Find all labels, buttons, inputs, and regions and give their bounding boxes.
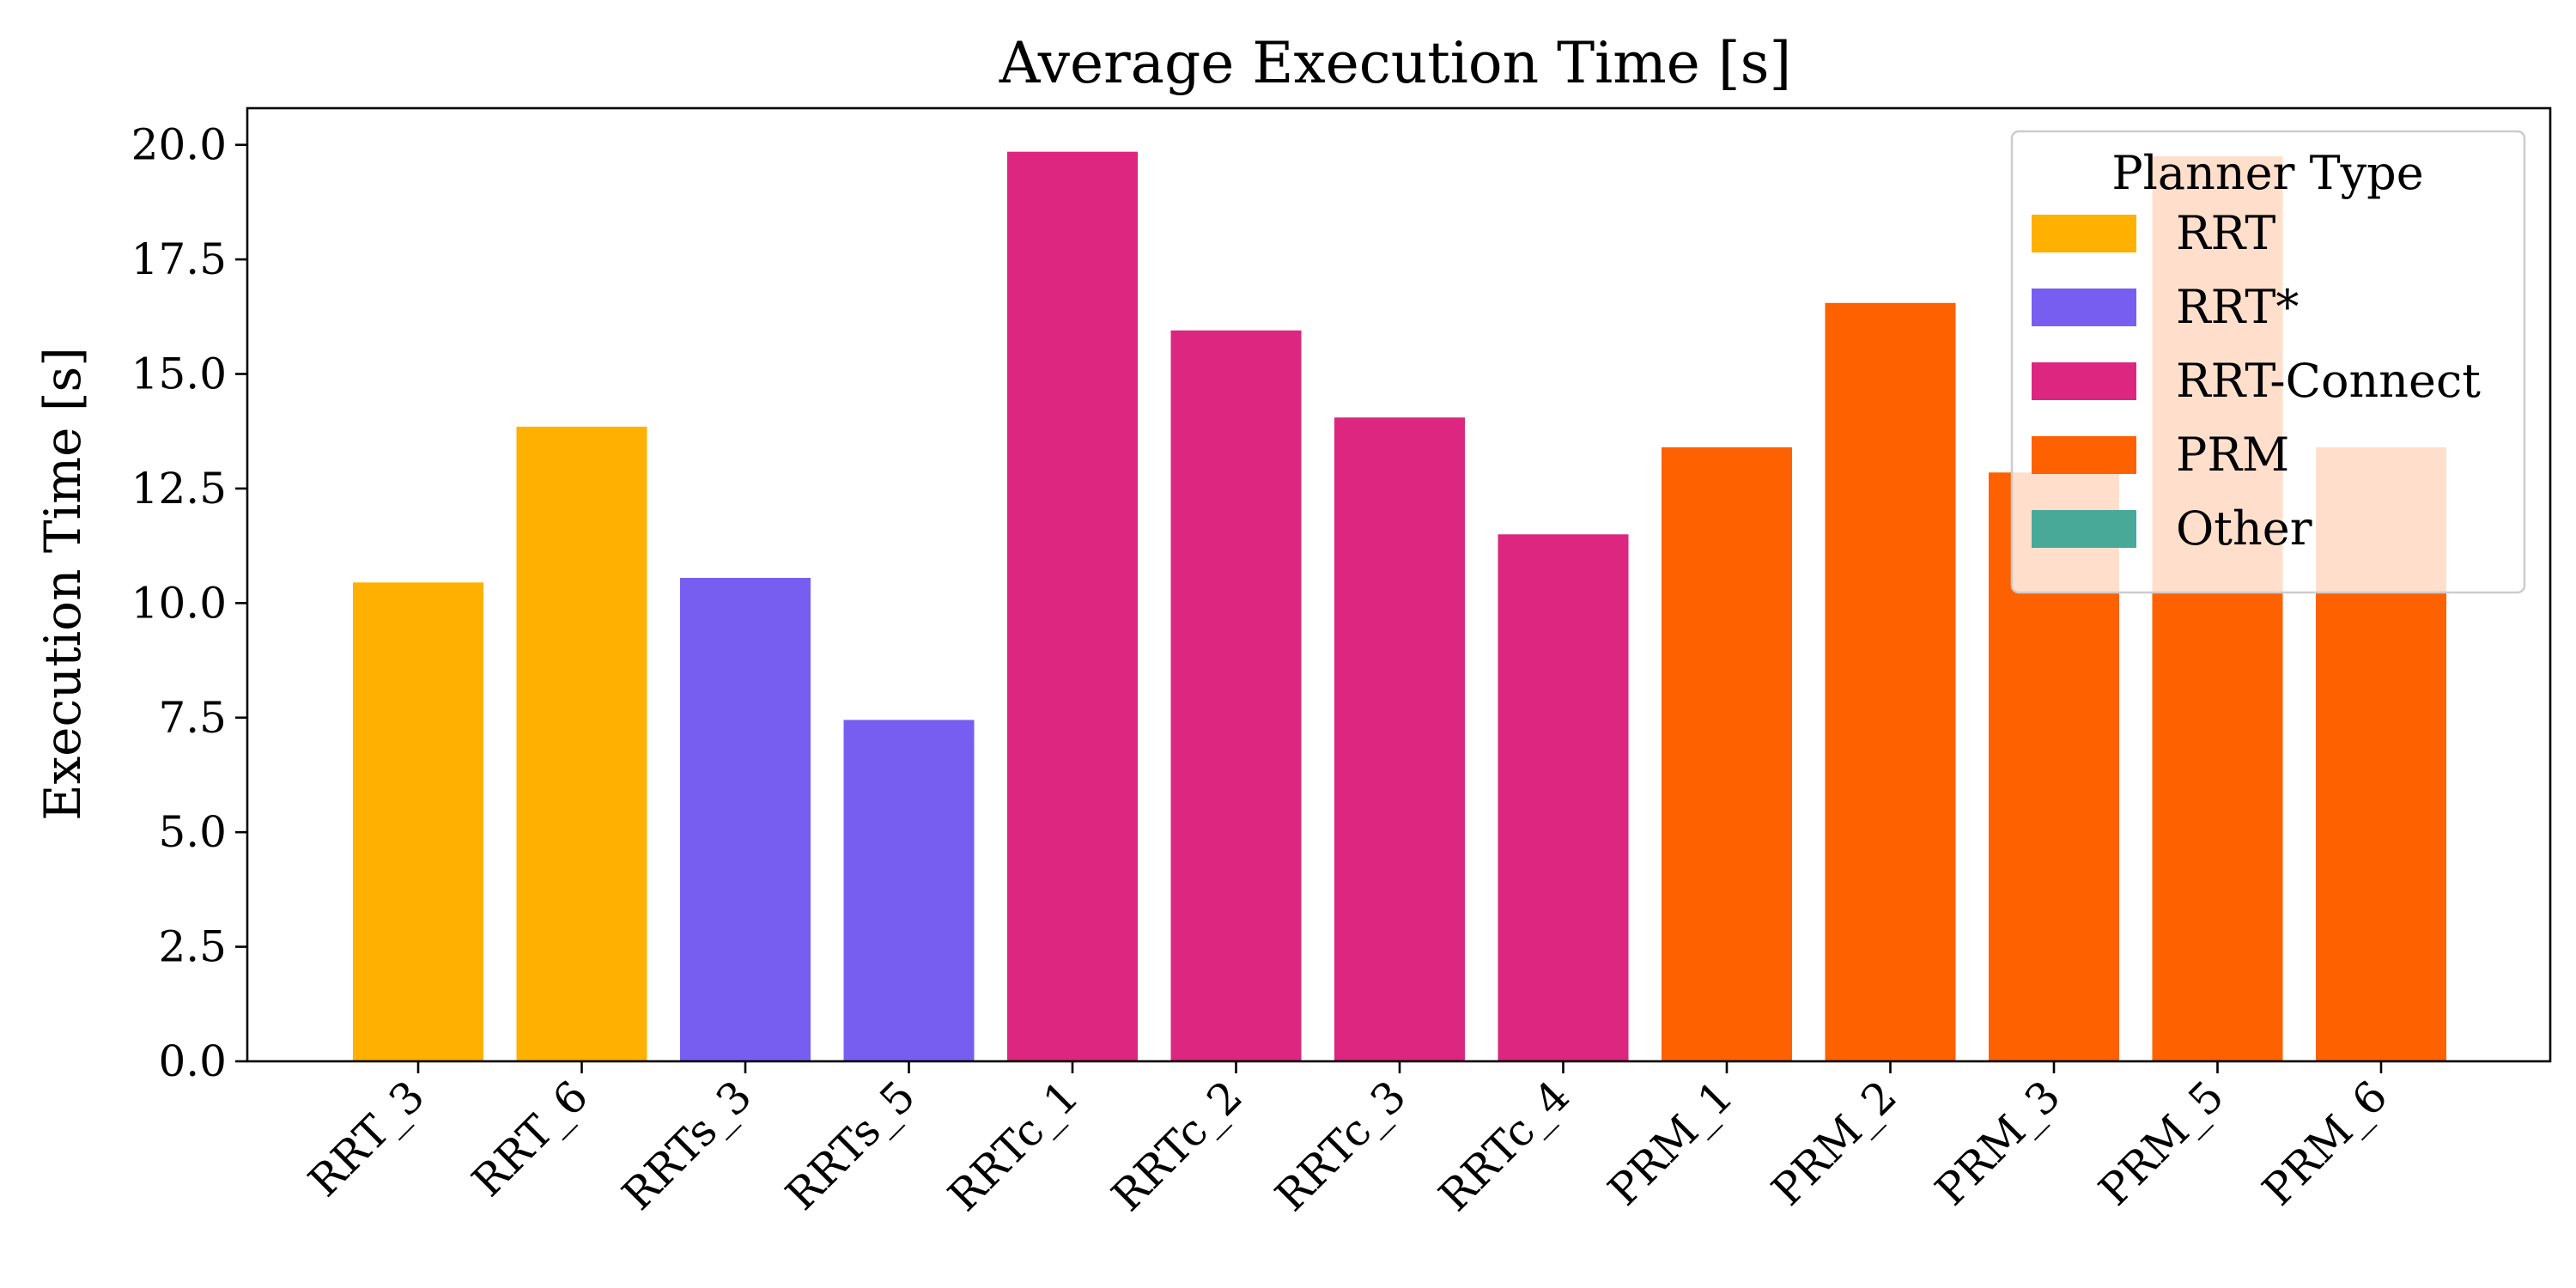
legend: Planner Type RRT RRT* RRT-Connect PRM Other	[2010, 130, 2526, 594]
bar-rrt-3	[353, 582, 483, 1061]
legend-label: RRT*	[2176, 280, 2299, 334]
x-tick-label: RRTc_4	[1430, 1071, 1579, 1220]
x-tick-label: RRTc_3	[1266, 1071, 1415, 1220]
y-tick-label: 12.5	[131, 464, 227, 513]
x-tick-label: RRTs_5	[776, 1071, 925, 1219]
y-tick-label: 10.0	[131, 578, 227, 628]
x-axis: RRT_3 RRT_6 RRTs_3 RRTs_5 RRTc_1 RRTc_2 RRTc_3…	[299, 1061, 2397, 1221]
legend-label: PRM	[2176, 428, 2289, 482]
bar-prm-2	[1825, 302, 1956, 1062]
bars-layer	[353, 151, 2446, 1062]
legend-entries: RRT RRT* RRT-Connect PRM Other	[2032, 206, 2481, 556]
x-tick-label: RRT_6	[463, 1071, 598, 1206]
bar-rrtc-4	[1498, 534, 1629, 1061]
y-tick-label: 15.0	[131, 349, 227, 399]
x-tick-label: RRTc_2	[1103, 1071, 1252, 1220]
chart-title: Average Execution Time [s]	[999, 30, 1791, 96]
x-tick-label: RRTs_3	[613, 1071, 762, 1219]
x-tick-label: RRTc_1	[939, 1071, 1088, 1220]
bar-rrtc-3	[1334, 417, 1465, 1062]
legend-swatch-other	[2032, 510, 2136, 548]
legend-swatch-rrt-star	[2032, 289, 2136, 326]
bar-rrt-6	[516, 426, 647, 1062]
y-tick-label: 20.0	[131, 120, 227, 170]
bar-rrts-3	[680, 577, 811, 1061]
bar-prm-1	[1662, 447, 1792, 1061]
y-tick-label: 2.5	[158, 922, 227, 972]
legend-swatch-rrt-connect	[2032, 362, 2136, 400]
bar-rrts-5	[843, 720, 975, 1061]
x-tick-label: PRM_6	[2253, 1071, 2397, 1215]
legend-swatch-rrt	[2032, 215, 2136, 252]
legend-swatch-prm	[2032, 436, 2136, 474]
legend-label: RRT	[2176, 206, 2275, 260]
y-axis-label: Execution Time [s]	[33, 347, 92, 821]
legend-box	[2010, 130, 2526, 594]
legend-label: RRT-Connect	[2176, 354, 2481, 408]
legend-label: Other	[2176, 501, 2312, 556]
x-tick-label: PRM_1	[1599, 1071, 1743, 1215]
y-tick-label: 17.5	[131, 234, 227, 284]
bar-rrtc-1	[1007, 151, 1138, 1061]
bar-rrtc-2	[1170, 330, 1302, 1061]
y-tick-label: 0.0	[158, 1036, 227, 1086]
x-tick-label: PRM_5	[2089, 1071, 2233, 1215]
x-tick-label: PRM_3	[1926, 1071, 2070, 1215]
x-tick-label: PRM_2	[1762, 1071, 1906, 1215]
y-tick-label: 5.0	[158, 807, 227, 857]
y-axis: 0.0 2.5 5.0 7.5 10.0 12.5 15.0 17.5 20.0	[131, 120, 247, 1086]
y-tick-label: 7.5	[158, 693, 227, 743]
legend-title: Planner Type	[2111, 146, 2423, 200]
x-tick-label: RRT_3	[299, 1071, 434, 1206]
